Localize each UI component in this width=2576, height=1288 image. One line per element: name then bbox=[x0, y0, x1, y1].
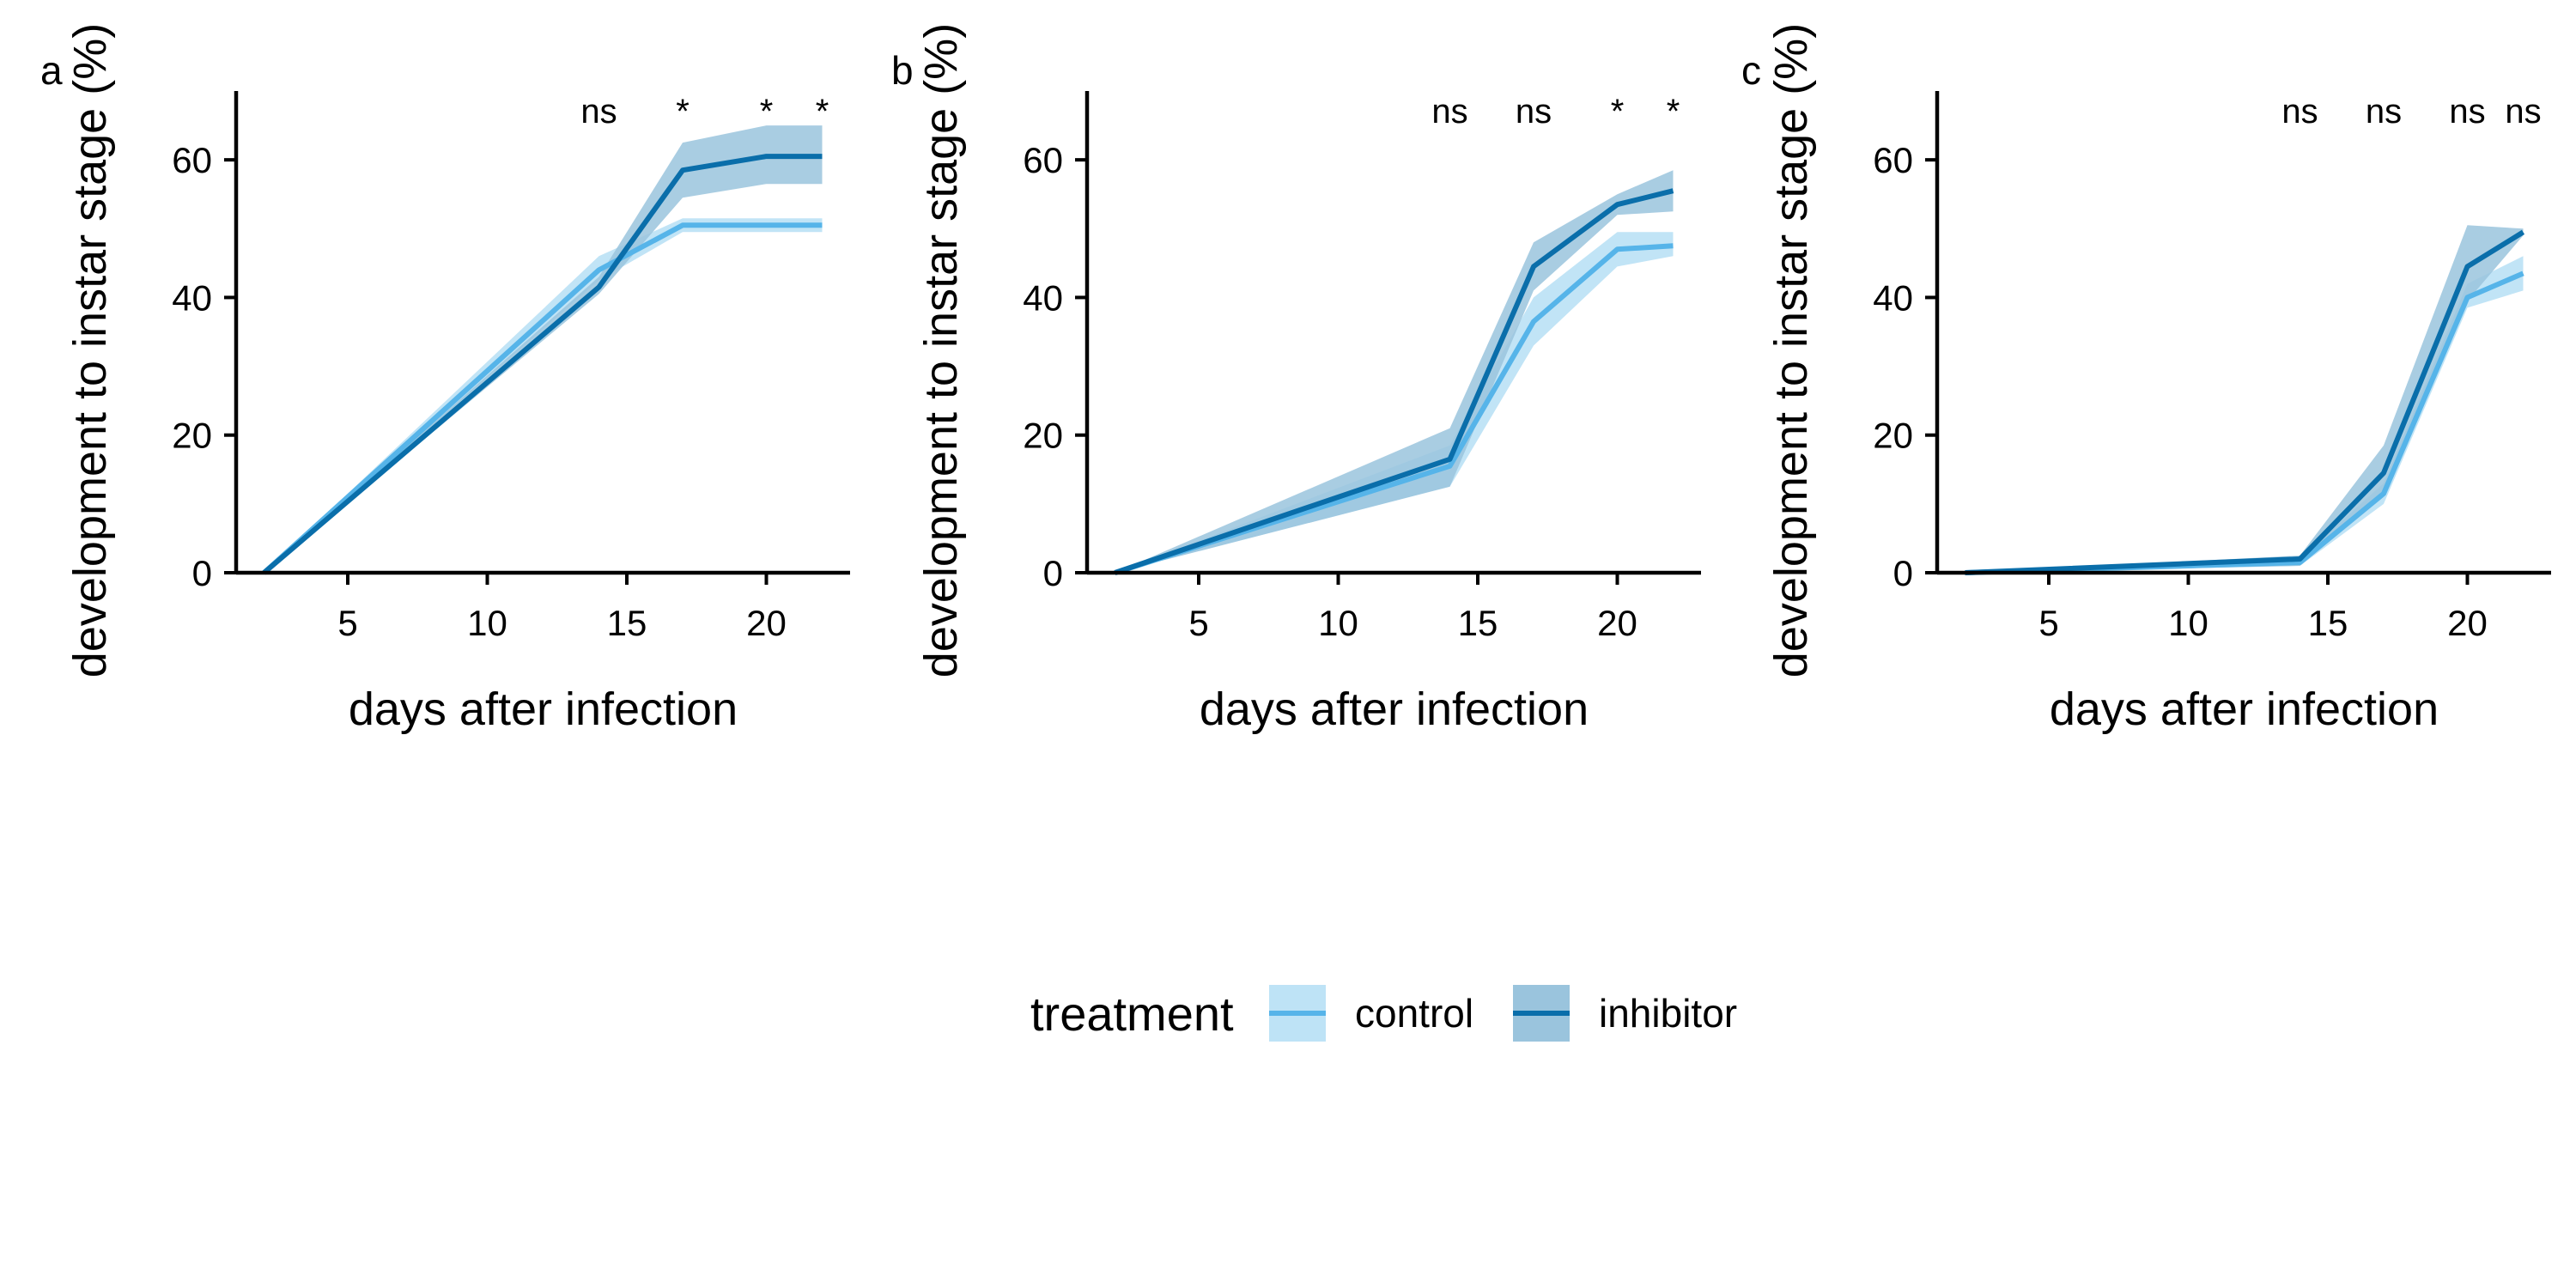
series-line-inhibitor bbox=[1114, 188, 1674, 575]
ribbon-inhibitor bbox=[1115, 170, 1674, 573]
x-tick-label: 5 bbox=[2038, 603, 2058, 643]
ribbon-inhibitor bbox=[1965, 225, 2524, 573]
x-axis-title: days after infection bbox=[349, 683, 738, 735]
significance-label: ns bbox=[2281, 93, 2318, 131]
x-tick-label: 15 bbox=[607, 603, 647, 643]
x-tick-label: 10 bbox=[467, 603, 507, 643]
y-tick-label: 20 bbox=[172, 416, 212, 456]
significance-label: * bbox=[676, 93, 690, 131]
series-line-inhibitor bbox=[1965, 229, 2525, 575]
legend-label-control: control bbox=[1355, 991, 1473, 1036]
y-tick-label: 60 bbox=[1023, 140, 1063, 180]
ribbon-control bbox=[1115, 232, 1674, 573]
legend: treatment control inhibitor bbox=[1030, 985, 1737, 1042]
y-tick-label: 20 bbox=[1023, 416, 1063, 456]
significance-label: * bbox=[1667, 93, 1680, 131]
x-tick-label: 20 bbox=[746, 603, 787, 643]
panel-letter: a bbox=[40, 48, 63, 93]
x-tick-label: 5 bbox=[1188, 603, 1208, 643]
x-tick-label: 20 bbox=[1597, 603, 1637, 643]
y-tick-label: 0 bbox=[1893, 553, 1913, 593]
y-tick-label: 40 bbox=[172, 277, 212, 318]
y-axis-title: development to instar stage (%) bbox=[64, 23, 116, 677]
ribbon-control bbox=[264, 218, 823, 574]
x-tick-label: 15 bbox=[2308, 603, 2348, 643]
panel-a: 5 10 15 20 0 20 40 60 ns * * * days after infection d… bbox=[40, 23, 850, 735]
y-tick-label: 0 bbox=[192, 553, 212, 593]
x-tick-label: 15 bbox=[1458, 603, 1498, 643]
panel-letter: c bbox=[1741, 48, 1761, 93]
significance-label: * bbox=[816, 93, 829, 131]
panel-letter: b bbox=[891, 48, 914, 93]
series-line-control bbox=[262, 222, 823, 575]
legend-label-inhibitor: inhibitor bbox=[1599, 991, 1737, 1036]
x-tick-label: 10 bbox=[2168, 603, 2208, 643]
y-axis-title: development to instar stage (%) bbox=[915, 23, 967, 677]
significance-label: ns bbox=[580, 93, 617, 131]
series-line-control bbox=[1114, 243, 1674, 575]
x-tick-label: 20 bbox=[2447, 603, 2488, 643]
y-tick-label: 0 bbox=[1043, 553, 1063, 593]
chart-panels: 5 10 15 20 0 20 40 60 ns * * * days after infection d… bbox=[40, 23, 2551, 735]
panel-b: 5 10 15 20 0 20 40 60 ns ns * * days after infection… bbox=[891, 23, 1701, 735]
significance-label: * bbox=[1611, 93, 1625, 131]
significance-label: ns bbox=[2449, 93, 2485, 131]
y-tick-label: 20 bbox=[1873, 416, 1913, 456]
y-axis-title: development to instar stage (%) bbox=[1765, 23, 1817, 677]
legend-key-control bbox=[1269, 985, 1326, 1042]
significance-label: ns bbox=[2366, 93, 2402, 131]
x-tick-label: 10 bbox=[1318, 603, 1358, 643]
y-tick-label: 60 bbox=[1873, 140, 1913, 180]
series-line-inhibitor bbox=[262, 154, 823, 575]
significance-label: ns bbox=[2505, 93, 2541, 131]
significance-label: * bbox=[760, 93, 774, 131]
y-tick-label: 60 bbox=[172, 140, 212, 180]
significance-label: ns bbox=[1516, 93, 1552, 131]
y-tick-label: 40 bbox=[1873, 277, 1913, 318]
legend-key-inhibitor bbox=[1513, 985, 1570, 1042]
y-tick-label: 40 bbox=[1023, 277, 1063, 318]
x-axis-title: days after infection bbox=[2050, 683, 2439, 735]
significance-label: ns bbox=[1431, 93, 1467, 131]
ribbon-inhibitor bbox=[264, 125, 823, 574]
x-tick-label: 5 bbox=[337, 603, 357, 643]
legend-title: treatment bbox=[1030, 987, 1234, 1041]
x-axis-title: days after infection bbox=[1200, 683, 1589, 735]
